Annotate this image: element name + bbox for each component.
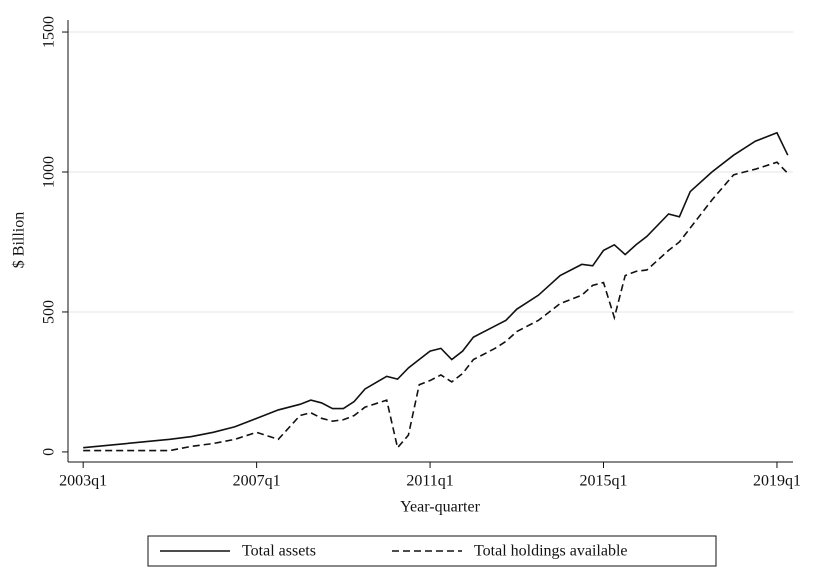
legend-label: Total assets: [242, 543, 316, 560]
y-tick-label: 0: [41, 448, 58, 456]
x-axis-label: Year-quarter: [400, 499, 480, 516]
x-tick-label: 2019q1: [753, 473, 801, 490]
x-tick-label: 2007q1: [233, 473, 281, 490]
y-axis-label: $ Billion: [11, 212, 28, 268]
y-tick-label: 1500: [41, 16, 58, 48]
legend-label: Total holdings available: [474, 543, 628, 560]
y-tick-label: 1000: [41, 156, 58, 188]
y-tick-label: 500: [41, 300, 58, 324]
x-tick-label: 2015q1: [580, 473, 628, 490]
x-tick-label: 2003q1: [59, 473, 107, 490]
x-tick-label: 2011q1: [406, 473, 453, 490]
series-line: [83, 161, 789, 452]
series-line: [83, 131, 789, 449]
